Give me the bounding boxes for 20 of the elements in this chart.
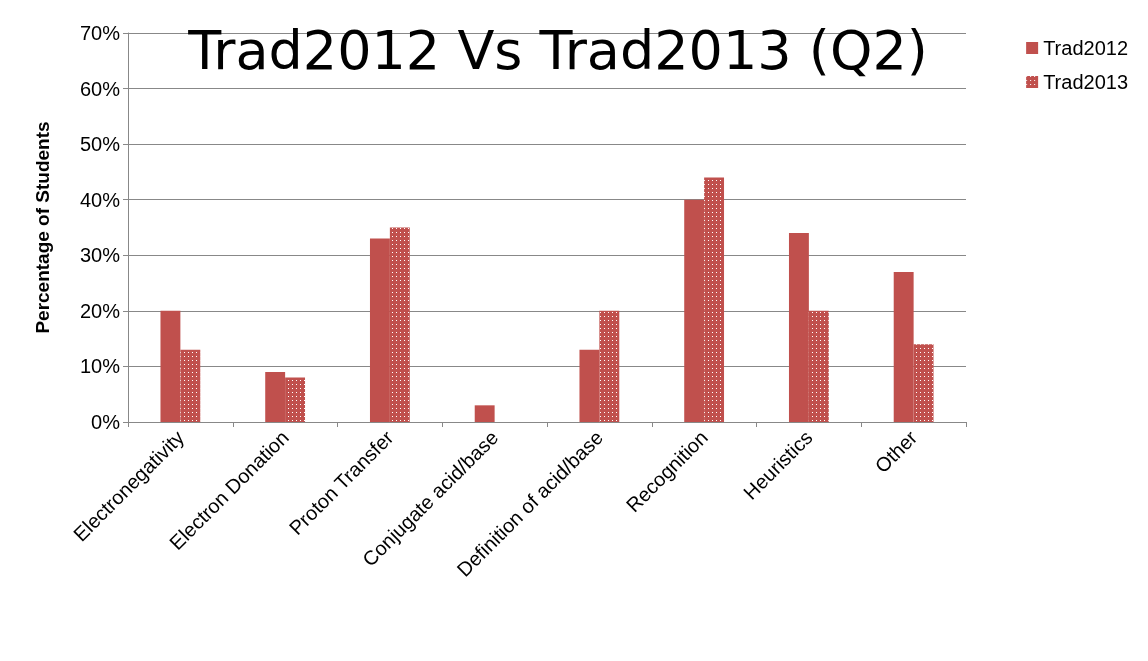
y-tick-label: 70% [79,22,121,44]
y-tick-label: 10% [79,355,121,378]
bar [788,233,809,422]
bar [684,199,705,422]
chart-title: Trad2012 Vs Trad2013 (Q2) [187,18,928,82]
legend-label: Trad2012 [1043,37,1128,59]
bar [265,371,286,422]
y-tick-label: 30% [79,244,121,267]
y-tick-label: 60% [79,77,121,100]
legend-label: Trad2013 [1043,71,1128,93]
y-tick-label: 20% [79,299,121,322]
y-tick-label: 0% [91,411,121,433]
bar [579,349,600,422]
bar [369,238,390,422]
y-axis-title: Percentage of Students [32,121,53,334]
y-tick-label: 40% [79,188,121,211]
bar [160,310,181,422]
bar [474,405,495,422]
bar [893,271,914,422]
y-tick-label: 50% [79,133,121,156]
